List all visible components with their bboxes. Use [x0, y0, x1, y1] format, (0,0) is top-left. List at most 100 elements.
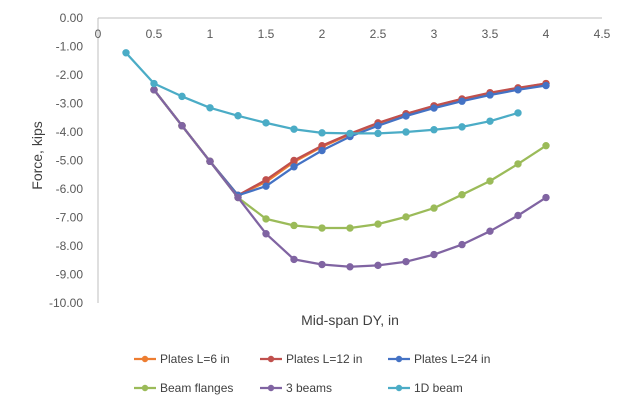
data-point [290, 255, 298, 264]
y-tick-label: 0.00 [60, 11, 84, 25]
legend-swatch-marker [395, 355, 403, 363]
data-point [234, 112, 242, 120]
data-point [262, 182, 270, 190]
data-point [318, 260, 326, 269]
legend-label: Plates L=6 in [160, 352, 230, 366]
y-tick-label: -8.00 [56, 239, 84, 253]
legend-label: Plates L=24 in [414, 352, 490, 366]
data-point [458, 97, 466, 105]
legend-swatch-marker [267, 384, 275, 392]
data-point [262, 176, 270, 184]
data-point [346, 129, 354, 138]
x-tick-label: 4 [543, 27, 550, 41]
data-point [514, 109, 522, 117]
legend-label: 3 beams [286, 381, 332, 395]
y-tick-label: -7.00 [56, 211, 84, 225]
data-point [486, 227, 494, 235]
data-point [486, 177, 494, 185]
x-tick-label: 0 [95, 27, 102, 41]
data-point [542, 193, 550, 202]
legend-swatch-marker [395, 384, 403, 392]
data-point [374, 220, 382, 228]
series-1d-beam [122, 49, 522, 138]
data-point [150, 79, 158, 88]
data-point [290, 221, 298, 230]
data-point [318, 129, 326, 137]
data-point [514, 211, 522, 220]
legend-item: 3 beams [260, 381, 332, 395]
y-axis-title: Force, kips [29, 121, 45, 189]
y-tick-label: -5.00 [56, 154, 84, 168]
data-point [262, 119, 270, 127]
legend-item: Plates L=12 in [260, 352, 362, 366]
data-point [430, 104, 438, 112]
legend-swatch-marker [267, 355, 275, 363]
data-point [458, 191, 466, 199]
data-point [290, 163, 298, 171]
legend-item: Plates L=24 in [388, 352, 490, 366]
y-tick-label: -9.00 [56, 268, 84, 282]
data-point [402, 128, 410, 136]
data-point [178, 122, 186, 130]
series-layer [122, 49, 550, 271]
data-point [374, 122, 382, 130]
data-point [514, 160, 522, 168]
data-point [542, 141, 550, 150]
data-point [290, 125, 298, 133]
data-point [234, 193, 242, 202]
x-tick-label: 2 [319, 27, 326, 41]
data-point [346, 224, 354, 232]
data-point [318, 146, 326, 155]
y-tick-label: -3.00 [56, 97, 84, 111]
data-point [430, 250, 438, 259]
data-point [402, 257, 410, 266]
data-point [122, 49, 130, 57]
data-point [430, 204, 438, 212]
x-tick-label: 0.5 [146, 27, 163, 41]
legend-item: Plates L=6 in [134, 352, 230, 366]
data-point [346, 263, 354, 271]
data-point [206, 104, 214, 112]
data-point [374, 261, 382, 270]
y-tick-label: -6.00 [56, 182, 84, 196]
data-point [486, 117, 494, 125]
data-point [458, 240, 466, 249]
y-axis-ticks: 0.00 -1.00 -2.00 -3.00 -4.00 -5.00 -6.00 -7.00 -… [49, 11, 83, 310]
data-point [402, 213, 410, 221]
legend-swatch-marker [141, 384, 149, 392]
legend-label: 1D beam [414, 381, 463, 395]
series-3-beams [150, 86, 550, 271]
x-tick-label: 4.5 [594, 27, 611, 41]
x-tick-label: 3.5 [482, 27, 499, 41]
legend-item: Beam flanges [134, 381, 233, 395]
x-axis-ticks: 0 0.5 1 1.5 2 2.5 3 3.5 4 4.5 [95, 27, 611, 41]
legend: Plates L=6 in Plates L=12 in Plates L=24 i… [134, 352, 490, 395]
legend-label: Beam flanges [160, 381, 233, 395]
data-point [318, 224, 326, 232]
data-point [150, 86, 158, 94]
data-point [290, 156, 298, 165]
y-tick-label: -2.00 [56, 68, 84, 82]
y-tick-label: -10.00 [49, 296, 83, 310]
data-point [178, 92, 186, 101]
data-point [262, 230, 270, 238]
x-tick-label: 1 [207, 27, 214, 41]
data-point [542, 81, 550, 90]
data-point [458, 123, 466, 131]
data-point [206, 157, 214, 166]
x-tick-label: 2.5 [370, 27, 387, 41]
data-point [402, 112, 410, 120]
x-axis-title: Mid-span DY, in [301, 312, 399, 328]
data-point [430, 126, 438, 134]
y-tick-label: -1.00 [56, 40, 84, 54]
data-point [486, 91, 494, 99]
data-point [262, 215, 270, 223]
data-point [374, 129, 382, 138]
legend-item: 1D beam [388, 381, 463, 395]
x-tick-label: 3 [431, 27, 438, 41]
x-tick-label: 1.5 [258, 27, 275, 41]
y-tick-label: -4.00 [56, 125, 84, 139]
legend-label: Plates L=12 in [286, 352, 362, 366]
